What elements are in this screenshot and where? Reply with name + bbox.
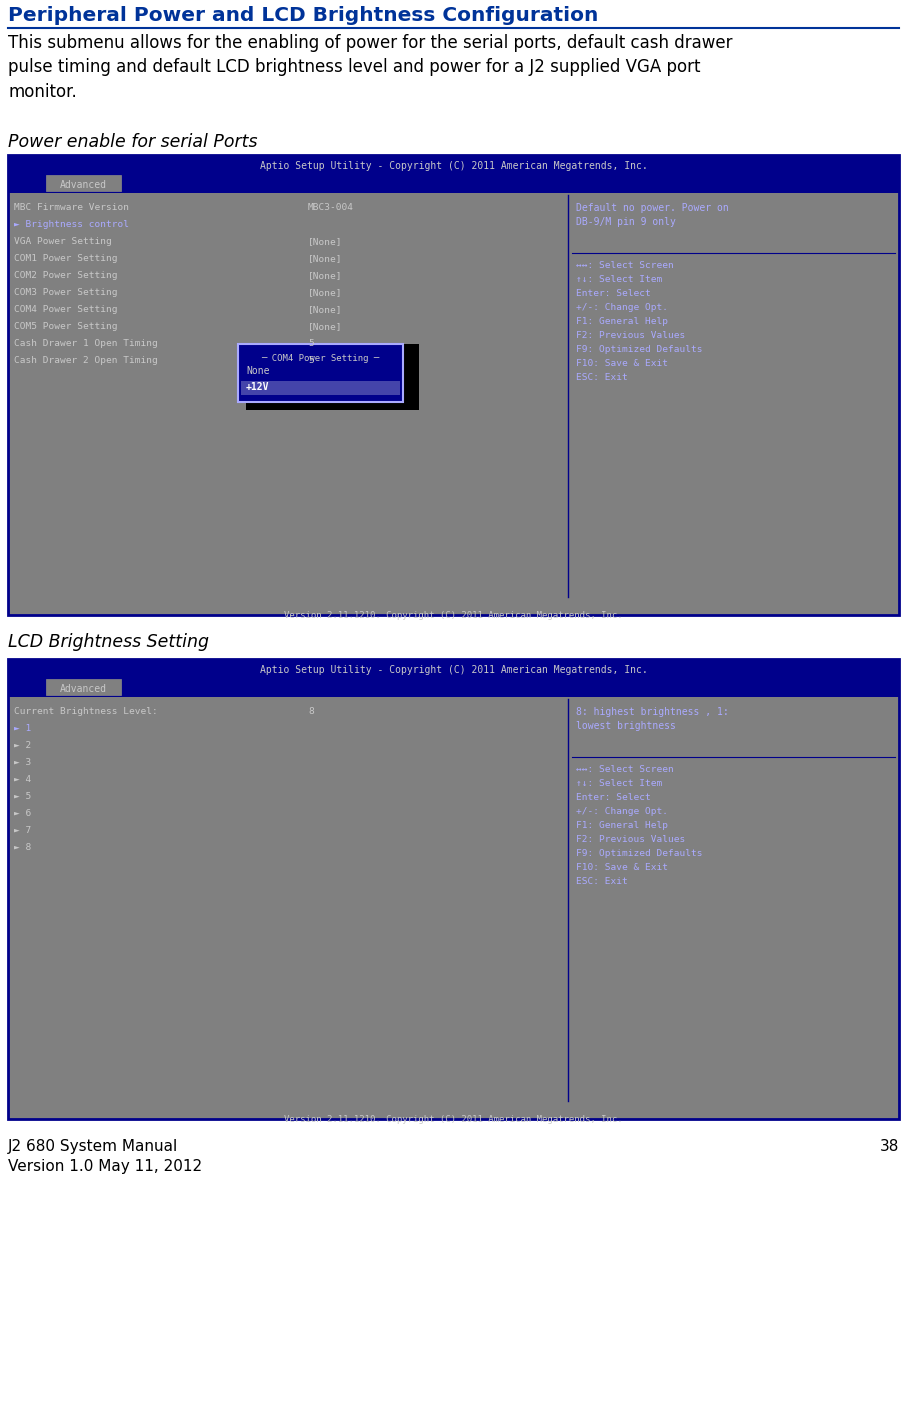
Text: [None]: [None] xyxy=(308,305,343,314)
Text: ► 6: ► 6 xyxy=(14,809,31,817)
Text: Default no power. Power on
DB-9/M pin 9 only: Default no power. Power on DB-9/M pin 9 … xyxy=(576,203,728,227)
Text: VGA Power Setting: VGA Power Setting xyxy=(14,237,112,245)
Text: ► Brightness control: ► Brightness control xyxy=(14,220,129,228)
Text: MBC Firmware Version: MBC Firmware Version xyxy=(14,203,129,211)
Text: Version 2.11.1210. Copyright (C) 2011 American Megatrends, Inc.: Version 2.11.1210. Copyright (C) 2011 Am… xyxy=(284,612,623,620)
Text: F9: Optimized Defaults: F9: Optimized Defaults xyxy=(576,345,703,353)
Text: [None]: [None] xyxy=(308,254,343,263)
Bar xyxy=(8,155,899,175)
Text: Cash Drawer 1 Open Timing: Cash Drawer 1 Open Timing xyxy=(14,339,158,348)
Text: ESC: Exit: ESC: Exit xyxy=(576,877,628,885)
Text: +12V: +12V xyxy=(246,382,269,392)
Text: [None]: [None] xyxy=(308,271,343,280)
Text: LCD Brightness Setting: LCD Brightness Setting xyxy=(8,633,209,651)
Text: 8: 8 xyxy=(308,707,314,717)
Text: ↑↓: Select Item: ↑↓: Select Item xyxy=(576,779,662,788)
Text: +/-: Change Opt.: +/-: Change Opt. xyxy=(576,304,668,312)
Text: ESC: Exit: ESC: Exit xyxy=(576,373,628,382)
Text: ► 1: ► 1 xyxy=(14,724,31,734)
Text: Advanced: Advanced xyxy=(60,180,107,190)
Text: 8: highest brightness , 1:
lowest brightness: 8: highest brightness , 1: lowest bright… xyxy=(576,707,728,731)
Text: ► 8: ► 8 xyxy=(14,843,31,851)
Text: ↔↔: Select Screen: ↔↔: Select Screen xyxy=(576,261,674,270)
Bar xyxy=(8,175,899,193)
Text: Aptio Setup Utility - Copyright (C) 2011 American Megatrends, Inc.: Aptio Setup Utility - Copyright (C) 2011… xyxy=(259,160,648,172)
Text: ► 2: ► 2 xyxy=(14,741,31,751)
Text: COM1 Power Setting: COM1 Power Setting xyxy=(14,254,118,263)
Bar xyxy=(246,343,419,410)
Text: MBC3-004: MBC3-004 xyxy=(308,203,354,211)
Text: F2: Previous Values: F2: Previous Values xyxy=(576,331,686,341)
Text: F1: General Help: F1: General Help xyxy=(576,822,668,830)
Text: This submenu allows for the enabling of power for the serial ports, default cash: This submenu allows for the enabling of … xyxy=(8,34,733,101)
Text: COM5 Power Setting: COM5 Power Setting xyxy=(14,322,118,331)
Text: Aptio Setup Utility - Copyright (C) 2011 American Megatrends, Inc.: Aptio Setup Utility - Copyright (C) 2011… xyxy=(259,666,648,675)
Text: ─ COM4 Power Setting ─: ─ COM4 Power Setting ─ xyxy=(261,353,380,363)
Text: Cash Drawer 2 Open Timing: Cash Drawer 2 Open Timing xyxy=(14,356,158,365)
Text: [None]: [None] xyxy=(308,288,343,297)
Text: ► 3: ► 3 xyxy=(14,758,31,768)
Text: Enter: Select: Enter: Select xyxy=(576,793,650,802)
Text: ↔↔: Select Screen: ↔↔: Select Screen xyxy=(576,765,674,773)
Text: ► 4: ► 4 xyxy=(14,775,31,785)
Text: Advanced: Advanced xyxy=(60,684,107,694)
Text: Enter: Select: Enter: Select xyxy=(576,289,650,298)
Bar xyxy=(46,175,121,192)
Text: Current Brightness Level:: Current Brightness Level: xyxy=(14,707,158,717)
Text: ► 5: ► 5 xyxy=(14,792,31,800)
Text: F2: Previous Values: F2: Previous Values xyxy=(576,834,686,844)
Bar xyxy=(8,658,899,680)
Text: Power enable for serial Ports: Power enable for serial Ports xyxy=(8,133,258,150)
Text: F10: Save & Exit: F10: Save & Exit xyxy=(576,863,668,873)
Text: F1: General Help: F1: General Help xyxy=(576,316,668,326)
Bar xyxy=(238,343,403,402)
Text: F10: Save & Exit: F10: Save & Exit xyxy=(576,359,668,368)
Text: [None]: [None] xyxy=(308,322,343,331)
Text: 5: 5 xyxy=(308,339,314,348)
Text: Peripheral Power and LCD Brightness Configuration: Peripheral Power and LCD Brightness Conf… xyxy=(8,6,599,26)
Text: F9: Optimized Defaults: F9: Optimized Defaults xyxy=(576,849,703,858)
Bar xyxy=(8,658,899,1120)
Bar xyxy=(241,380,400,394)
Text: [None]: [None] xyxy=(308,237,343,245)
Text: Version 2.11.1210. Copyright (C) 2011 American Megatrends, Inc.: Version 2.11.1210. Copyright (C) 2011 Am… xyxy=(284,1115,623,1124)
Text: None: None xyxy=(246,366,269,376)
Text: J2 680 System Manual
Version 1.0 May 11, 2012: J2 680 System Manual Version 1.0 May 11,… xyxy=(8,1139,202,1174)
Text: COM3 Power Setting: COM3 Power Setting xyxy=(14,288,118,297)
Text: COM4 Power Setting: COM4 Power Setting xyxy=(14,305,118,314)
Text: +/-: Change Opt.: +/-: Change Opt. xyxy=(576,807,668,816)
Text: 5: 5 xyxy=(308,356,314,365)
Text: 38: 38 xyxy=(880,1139,899,1154)
Bar xyxy=(46,680,121,695)
Text: ↑↓: Select Item: ↑↓: Select Item xyxy=(576,275,662,284)
Bar xyxy=(8,680,899,697)
Bar xyxy=(8,155,899,614)
Text: ► 7: ► 7 xyxy=(14,826,31,834)
Text: COM2 Power Setting: COM2 Power Setting xyxy=(14,271,118,280)
